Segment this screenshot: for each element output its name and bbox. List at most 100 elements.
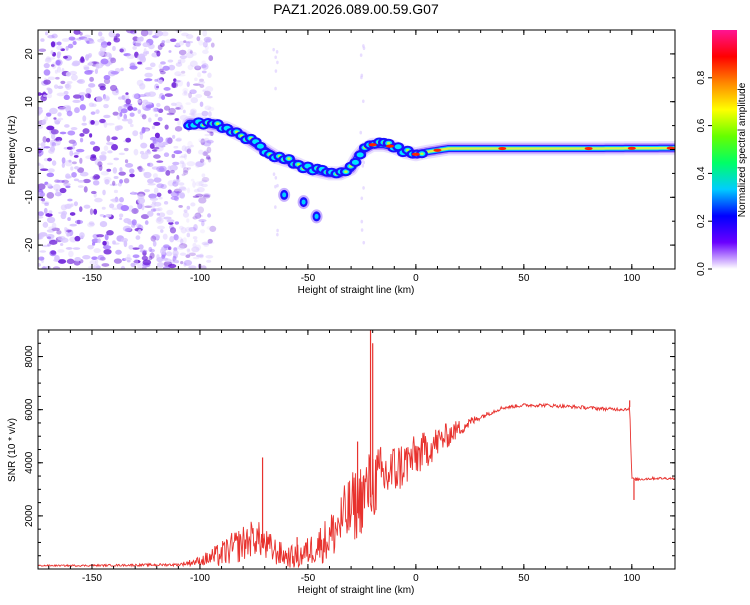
spectrogram-noise-blob: [136, 223, 142, 228]
ridge-blob-peak: [344, 170, 348, 174]
spectrogram-noise-blob: [66, 258, 75, 265]
spectrogram-noise-blob: [133, 148, 139, 156]
spectrogram-noise-blob: [87, 244, 94, 250]
spectrogram-noise-blob: [70, 74, 78, 81]
spectrogram-noise-blob: [128, 168, 135, 174]
spectrogram-noise-blob: [179, 58, 186, 64]
spectrogram-y-tick-label: -20: [24, 237, 35, 252]
spectrogram-noise-blob: [186, 81, 190, 88]
spectrogram-noise-blob: [193, 188, 200, 193]
spectrogram-noise-blob: [120, 105, 127, 110]
spectrogram-noise-blob: [103, 248, 112, 255]
spectrogram-noise-blob: [64, 227, 68, 232]
spectrogram-streak-blob: [362, 186, 365, 190]
spectrogram-noise-blob: [200, 64, 207, 69]
spectrogram-noise-blob: [185, 254, 191, 259]
spectrogram-noise-blob: [64, 124, 70, 128]
spectrogram-noise-blob: [100, 171, 110, 176]
spectrogram-noise-blob: [157, 167, 166, 173]
spectrogram-noise-blob: [144, 205, 153, 209]
spectrogram-noise-blob: [179, 252, 187, 256]
spectrogram-noise-blob: [201, 183, 208, 188]
spectrogram-y-tick-label: 20: [24, 48, 35, 60]
spectrogram-noise-blob: [203, 36, 212, 43]
spectrogram-noise-blob: [72, 99, 81, 103]
spectrogram-noise-blob: [47, 157, 53, 162]
spectrogram-noise-blob: [191, 246, 200, 253]
spectrogram-noise-blob: [41, 198, 46, 202]
spectrogram-noise-blob: [170, 102, 177, 107]
spectrogram-noise-blob: [127, 105, 134, 111]
spectrogram-noise-blob: [94, 68, 99, 75]
spectrogram-noise-blob: [182, 88, 189, 93]
spectrogram-noise-blob: [132, 130, 139, 137]
spectrogram-noise-blob: [82, 255, 91, 260]
spectrogram-noise-blob: [99, 213, 105, 217]
spectrogram-noise-blob: [66, 232, 71, 237]
spectrogram-noise-blob: [195, 193, 204, 198]
spectrogram-noise-blob: [86, 54, 92, 59]
spectrogram-noise-blob: [197, 206, 205, 214]
spectrogram-noise-blob: [179, 187, 187, 192]
spectrogram-noise-blob: [186, 218, 190, 223]
spectrogram-noise-blob: [174, 80, 181, 83]
spectrogram-noise-blob: [103, 114, 111, 119]
spectrogram-noise-blob: [91, 256, 98, 260]
spectrogram-noise-blob: [97, 161, 103, 168]
spectrogram-noise-blob: [60, 204, 68, 211]
spectrogram-noise-blob: [187, 64, 194, 71]
spectrogram-noise-blob: [129, 123, 134, 128]
spectrogram-noise-blob: [143, 78, 153, 82]
spectrogram-noise-blob: [107, 150, 113, 154]
spectrogram-noise-blob: [99, 221, 108, 228]
spectrogram-noise-blob: [131, 219, 137, 226]
spectrogram-noise-blob: [173, 234, 179, 241]
spectrogram-noise-blob: [47, 88, 53, 95]
spectrogram-noise-blob: [46, 191, 55, 199]
spectrogram-noise-blob: [134, 51, 139, 58]
spectrogram-streak-blob: [361, 99, 365, 104]
spectrogram-noise-blob: [201, 70, 207, 74]
spectrogram-noise-blob: [183, 209, 188, 213]
spectrogram-noise-blob: [152, 173, 158, 179]
spectrogram-noise-blob: [133, 258, 139, 266]
spectrogram-noise-blob: [202, 41, 208, 48]
snr-y-label: SNR (10 * v/v): [7, 418, 18, 482]
spectrogram-noise-blob: [185, 34, 194, 40]
spectrogram-noise-blob: [42, 221, 49, 228]
spectrogram-noise-blob: [105, 213, 112, 218]
spectrogram-noise-blob: [95, 63, 100, 70]
spectrogram-noise-blob: [185, 41, 191, 48]
spectrogram-noise-blob: [142, 250, 147, 256]
ridge-blob-core: [256, 143, 264, 149]
spectrogram-noise-blob: [123, 113, 128, 120]
spectrogram-noise-blob: [115, 33, 120, 38]
spectrogram-noise-blob: [118, 96, 123, 100]
spectrogram-x-tick-label: 50: [518, 273, 530, 284]
spectrogram-noise-blob: [207, 157, 212, 163]
spectrogram-noise-blob: [100, 151, 107, 155]
spectrogram-noise-blob: [179, 192, 185, 199]
spectrogram-noise-blob: [207, 213, 212, 218]
spectrogram-noise-blob: [141, 255, 149, 261]
spectrogram-noise-blob: [195, 161, 205, 168]
spectrogram-noise-blob: [109, 183, 118, 187]
spectrogram-noise-blob: [186, 161, 196, 167]
spectrogram-noise-blob: [90, 119, 95, 125]
snr-x-tick-label: -100: [190, 573, 210, 584]
ridge-peak: [368, 143, 377, 147]
spectrogram-noise-blob: [200, 161, 206, 166]
spectrogram-noise-blob: [74, 256, 82, 262]
spectrogram-noise-blob: [141, 114, 147, 120]
spectrogram-noise-blob: [50, 50, 54, 55]
spectrogram-noise-blob: [209, 225, 217, 232]
spectrogram-noise-blob: [69, 70, 78, 76]
spectrogram-streak-blob: [274, 69, 278, 73]
spectrogram-noise-blob: [203, 90, 211, 97]
spectrogram-noise-blob: [147, 162, 151, 167]
spectrogram-noise-blob: [179, 155, 186, 159]
isolated-blob-core: [314, 213, 319, 219]
spectrogram-noise-blob: [189, 50, 193, 54]
spectrogram-noise-blob: [149, 252, 155, 259]
spectrogram-noise-blob: [202, 49, 209, 55]
